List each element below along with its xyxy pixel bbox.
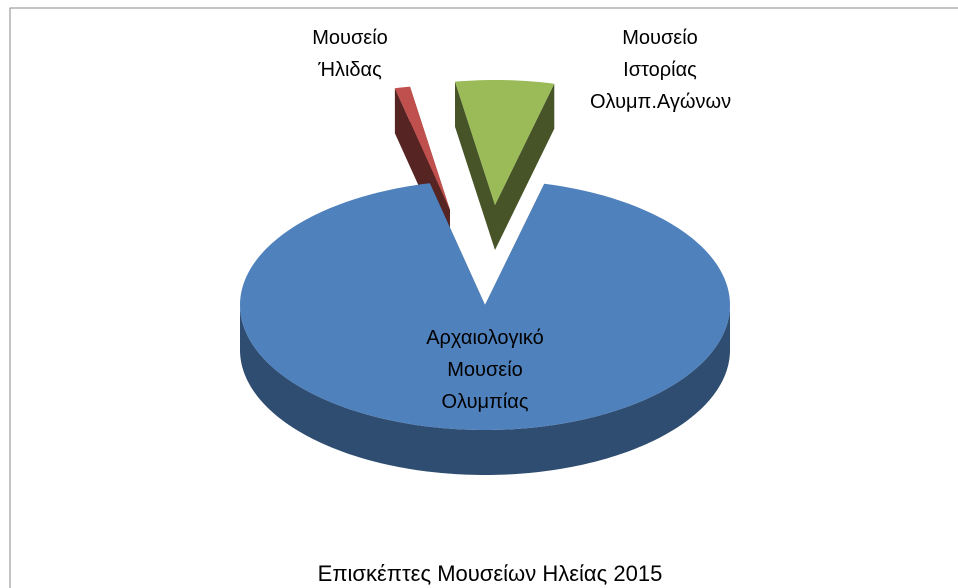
slice-label: Μουσείο Ήλιδας [312, 27, 388, 81]
slice-side [454, 81, 495, 250]
chart-frame [9, 7, 958, 588]
slice [454, 80, 555, 205]
slice-wall [240, 303, 730, 475]
slice-side [495, 83, 555, 250]
slice-label: Αρχαιολογικό Μουσείο Ολυμπίας [426, 327, 544, 413]
slice [394, 86, 450, 210]
chart-title: Επισκέπτες Μουσείων Ηλείας 2015 [317, 561, 663, 586]
slice [240, 183, 730, 430]
slice-label: Μουσείο Ιστορίας Ολυμπ.Αγώνων [590, 27, 732, 113]
